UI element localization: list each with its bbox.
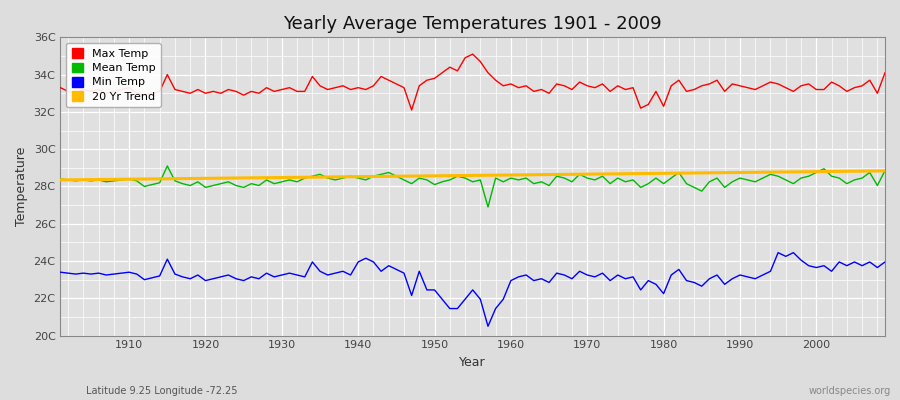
Legend: Max Temp, Mean Temp, Min Temp, 20 Yr Trend: Max Temp, Mean Temp, Min Temp, 20 Yr Tre… <box>66 43 161 107</box>
X-axis label: Year: Year <box>459 356 486 369</box>
Y-axis label: Temperature: Temperature <box>15 147 28 226</box>
Title: Yearly Average Temperatures 1901 - 2009: Yearly Average Temperatures 1901 - 2009 <box>284 15 662 33</box>
Text: Latitude 9.25 Longitude -72.25: Latitude 9.25 Longitude -72.25 <box>86 386 237 396</box>
Text: worldspecies.org: worldspecies.org <box>809 386 891 396</box>
